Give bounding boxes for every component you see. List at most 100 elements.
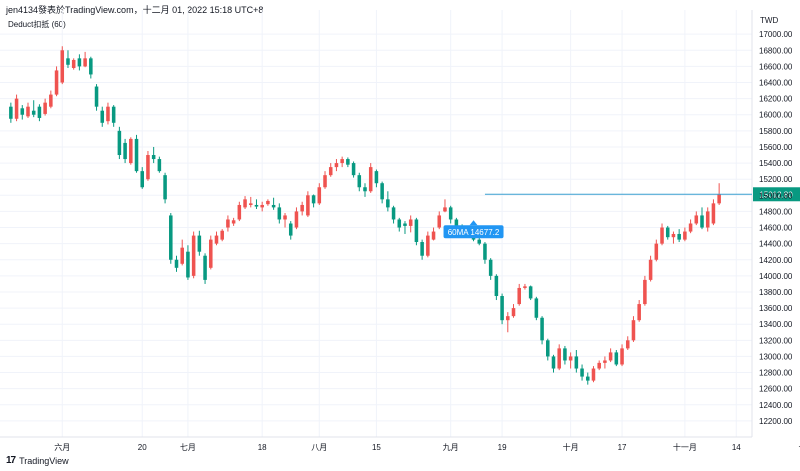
candle-body[interactable]: [317, 187, 322, 204]
candle-body[interactable]: [151, 155, 156, 160]
candle-body[interactable]: [60, 50, 65, 83]
candle-body[interactable]: [717, 194, 721, 204]
candle-body[interactable]: [637, 304, 641, 321]
candle-body[interactable]: [580, 368, 584, 377]
candle-body[interactable]: [534, 298, 539, 318]
candle-body[interactable]: [294, 211, 299, 228]
candle-body[interactable]: [437, 215, 442, 228]
candle-body[interactable]: [248, 203, 253, 205]
candle-body[interactable]: [574, 356, 579, 369]
candle-body[interactable]: [523, 286, 527, 288]
candle-body[interactable]: [397, 219, 402, 228]
candle-body[interactable]: [648, 259, 653, 280]
footer-brand[interactable]: 17 TradingView: [6, 455, 69, 466]
candle-body[interactable]: [711, 203, 716, 224]
candle-body[interactable]: [683, 231, 687, 240]
candle-body[interactable]: [283, 215, 287, 220]
candle-body[interactable]: [483, 243, 487, 260]
candle-body[interactable]: [203, 255, 207, 280]
candle-body[interactable]: [197, 235, 202, 252]
candle-body[interactable]: [140, 171, 145, 188]
candle-body[interactable]: [546, 340, 550, 357]
candle-body[interactable]: [129, 138, 133, 164]
candle-body[interactable]: [174, 259, 179, 268]
candle-body[interactable]: [528, 286, 533, 299]
candle-body[interactable]: [117, 130, 122, 156]
candle-body[interactable]: [625, 340, 630, 349]
candle-body[interactable]: [66, 58, 70, 65]
candle-body[interactable]: [100, 110, 105, 123]
candle-body[interactable]: [288, 223, 293, 236]
candle-body[interactable]: [357, 175, 362, 188]
candle-body[interactable]: [231, 220, 236, 224]
candle-body[interactable]: [511, 308, 516, 317]
candle-body[interactable]: [186, 251, 190, 278]
candle-body[interactable]: [300, 204, 304, 212]
candle-body[interactable]: [180, 247, 184, 264]
candle-body[interactable]: [214, 235, 219, 244]
candle-body[interactable]: [306, 195, 310, 216]
candle-body[interactable]: [169, 215, 173, 260]
candle-body[interactable]: [614, 352, 619, 365]
candle-body[interactable]: [49, 94, 53, 107]
candle-body[interactable]: [323, 175, 327, 188]
candle-body[interactable]: [9, 106, 13, 119]
candle-body[interactable]: [363, 187, 367, 192]
candle-body[interactable]: [26, 106, 30, 117]
candle-body[interactable]: [660, 227, 664, 244]
candle-body[interactable]: [226, 219, 230, 228]
candle-body[interactable]: [420, 242, 424, 256]
candle-body[interactable]: [551, 356, 556, 369]
candle-body[interactable]: [380, 183, 384, 200]
candle-body[interactable]: [111, 106, 116, 123]
candle-body[interactable]: [340, 159, 344, 164]
candle-body[interactable]: [426, 235, 430, 256]
candle-body[interactable]: [14, 98, 19, 119]
candle-body[interactable]: [454, 219, 459, 226]
candle-body[interactable]: [603, 360, 607, 363]
candle-body[interactable]: [54, 70, 59, 95]
candle-body[interactable]: [643, 279, 647, 305]
candle-body[interactable]: [277, 207, 282, 220]
candle-body[interactable]: [71, 59, 76, 69]
candle-body[interactable]: [448, 207, 453, 220]
candle-body[interactable]: [220, 230, 224, 240]
candle-body[interactable]: [260, 204, 264, 208]
candle-body[interactable]: [243, 199, 247, 208]
candle-body[interactable]: [209, 239, 213, 268]
candle-body[interactable]: [346, 159, 350, 165]
candle-body[interactable]: [488, 259, 493, 276]
candle-body[interactable]: [591, 368, 596, 381]
candle-body[interactable]: [403, 223, 407, 226]
candle-body[interactable]: [563, 348, 567, 361]
candle-body[interactable]: [631, 320, 636, 341]
candle-body[interactable]: [83, 58, 87, 67]
candle-body[interactable]: [191, 235, 196, 276]
candle-body[interactable]: [694, 215, 699, 224]
candle-body[interactable]: [106, 106, 110, 122]
candle-body[interactable]: [431, 231, 436, 240]
candle-body[interactable]: [671, 233, 676, 238]
candle-body[interactable]: [414, 219, 419, 243]
candle-body[interactable]: [89, 58, 93, 75]
candle-body[interactable]: [608, 352, 613, 361]
candle-body[interactable]: [94, 86, 99, 107]
candle-body[interactable]: [157, 159, 162, 172]
candle-body[interactable]: [266, 200, 270, 205]
candle-body[interactable]: [334, 163, 339, 168]
candle-body[interactable]: [328, 167, 333, 176]
candle-body[interactable]: [31, 110, 36, 115]
candle-body[interactable]: [620, 348, 624, 365]
candle-body[interactable]: [665, 227, 670, 238]
candle-body[interactable]: [134, 138, 139, 172]
candle-body[interactable]: [705, 211, 710, 228]
candle-body[interactable]: [146, 155, 150, 180]
candle-body[interactable]: [163, 175, 167, 200]
candle-body[interactable]: [688, 223, 693, 232]
candle-body[interactable]: [557, 348, 561, 369]
candle-body[interactable]: [494, 275, 499, 297]
candle-body[interactable]: [506, 316, 510, 321]
candle-body[interactable]: [677, 233, 681, 240]
candle-body[interactable]: [386, 199, 390, 208]
